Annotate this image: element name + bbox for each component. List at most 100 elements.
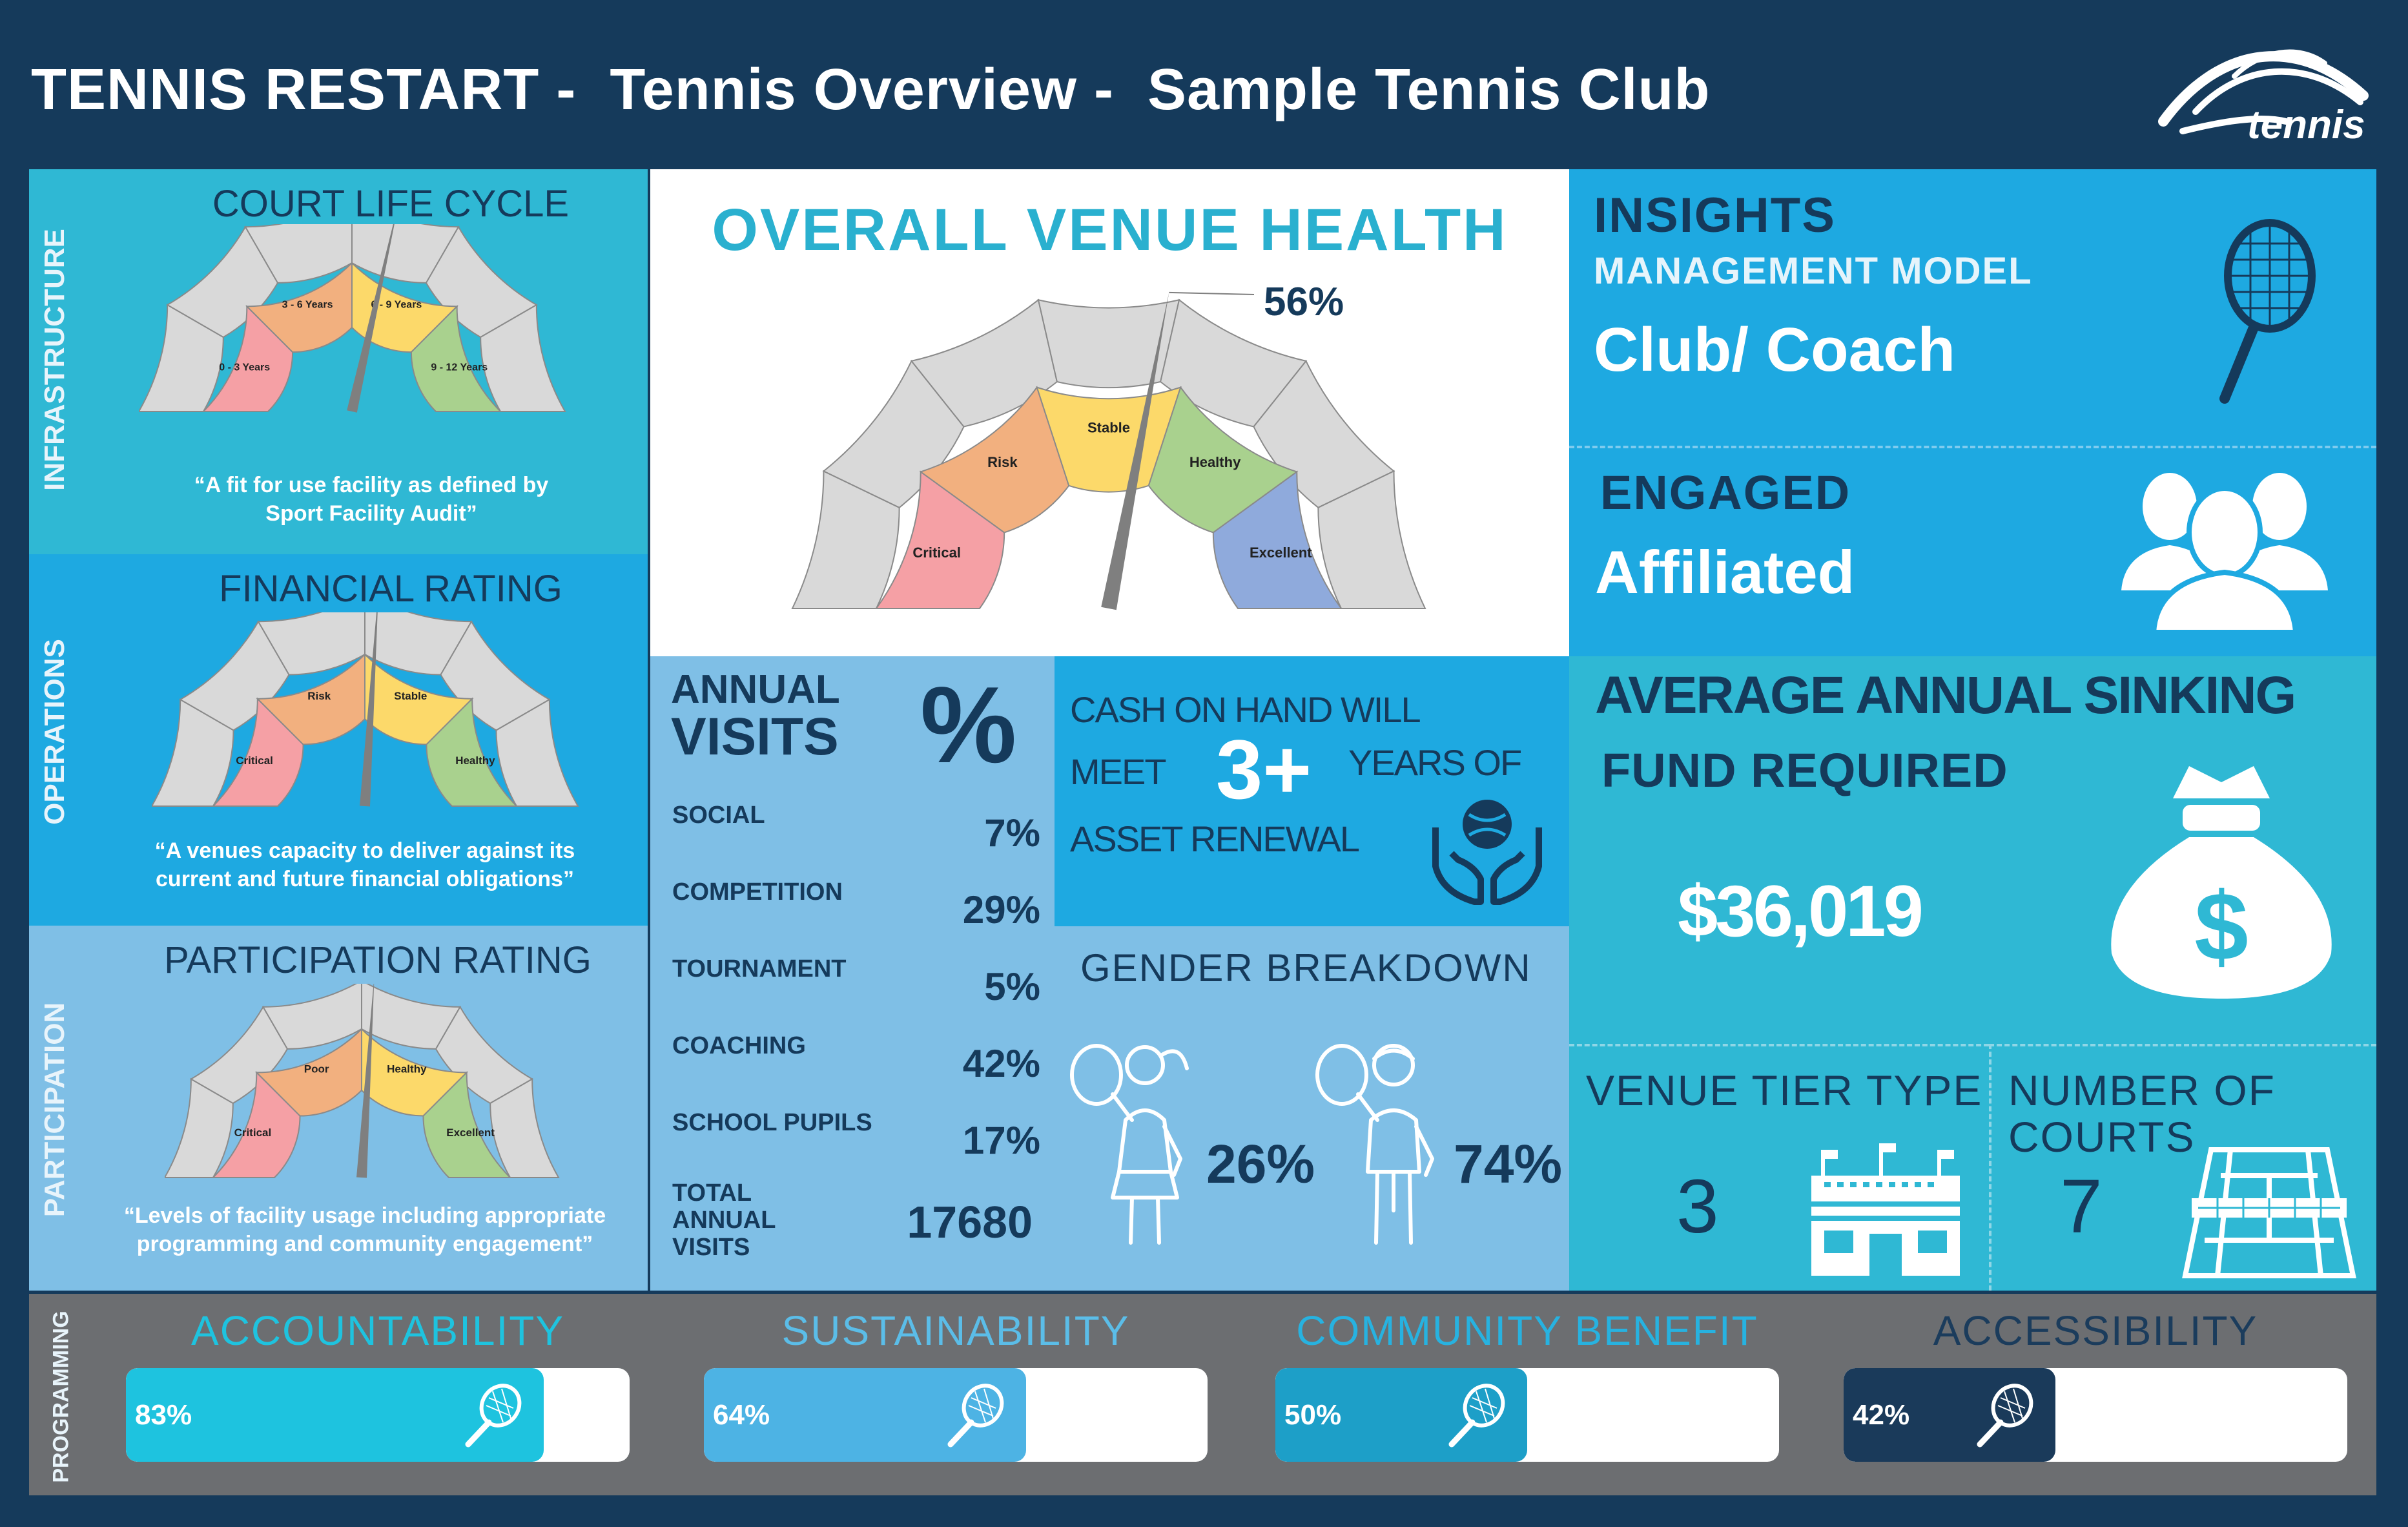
venue-tier-panel: VENUE TIER TYPE 3 bbox=[1569, 1044, 1989, 1291]
venue-health-segment-label: Stable bbox=[1087, 420, 1130, 436]
female-player-icon bbox=[1070, 1044, 1189, 1245]
financial-rating-segment bbox=[426, 697, 519, 807]
programming-percent: 64% bbox=[713, 1398, 770, 1431]
participation-rating-segment bbox=[422, 1070, 512, 1178]
management-model-label: MANAGEMENT MODEL bbox=[1594, 250, 2033, 292]
courts-panel: NUMBER OF COURTS 7 bbox=[1989, 1044, 2376, 1291]
sinking-fund-panel: AVERAGE ANNUAL SINKING FUND REQUIRED $36… bbox=[1569, 656, 2376, 1044]
venue-health-segment-label: Excellent bbox=[1250, 545, 1312, 561]
programming-percent: 50% bbox=[1284, 1398, 1342, 1431]
participation-rating-title: PARTICIPATION RATING bbox=[164, 939, 592, 981]
court-life-cycle-segment-label: 9 - 12 Years bbox=[431, 362, 488, 373]
venue-health-gauge: Critical Risk Stable Healthy Excellent bbox=[791, 291, 1426, 610]
money-bag-icon: $ bbox=[2111, 766, 2332, 999]
visits-row-value: 29% bbox=[962, 888, 1040, 931]
programming-percent: 83% bbox=[135, 1398, 192, 1431]
participation-panel: PARTICIPATION PARTICIPATION RATING Criti… bbox=[29, 926, 648, 1291]
gender-title: GENDER BREAKDOWN bbox=[1080, 946, 1532, 990]
venue-tier-value: 3 bbox=[1676, 1164, 1719, 1249]
tennis-racket-icon bbox=[457, 1380, 528, 1451]
participation-label: PARTICIPATION bbox=[39, 1002, 70, 1218]
financial-rating-outer-segment bbox=[495, 698, 579, 807]
participation-rating-gauge: Critical Poor Healthy Excellent bbox=[165, 984, 560, 1178]
financial-rating-segment-label: Critical bbox=[236, 754, 273, 767]
visits-row-label: COACHING bbox=[672, 1032, 806, 1059]
cash-line-3: ASSET RENEWAL bbox=[1070, 818, 1360, 859]
gender-panel: GENDER BREAKDOWN 26% bbox=[1055, 926, 1569, 1291]
male-player-icon bbox=[1315, 1044, 1434, 1245]
participation-rating-outer-segment bbox=[489, 1077, 560, 1178]
venue-health-segment-label: Risk bbox=[987, 454, 1018, 470]
programming-progress-bar: 42% bbox=[1844, 1368, 2347, 1462]
title-part3: Sample Tennis Club bbox=[1147, 57, 1711, 122]
infrastructure-panel: INFRASTRUCTURE COURT LIFE CYCLE 0 - 3 Ye… bbox=[29, 169, 648, 554]
participation-rating-segment-label: Critical bbox=[234, 1127, 272, 1139]
sinking-fund-title-2: FUND REQUIRED bbox=[1601, 743, 2008, 797]
programming-item-title: ACCESSIBILITY bbox=[1933, 1307, 2258, 1354]
visits-row-label: SCHOOL PUPILS bbox=[672, 1109, 872, 1136]
tennis-racket-icon bbox=[1440, 1380, 1511, 1451]
venue-health-value: 56% bbox=[1264, 280, 1344, 324]
management-model-value: Club/ Coach bbox=[1594, 315, 1956, 384]
court-life-cycle-gauge: 0 - 3 Years 3 - 6 Years 6 - 9 Years 9 - 12 … bbox=[139, 224, 566, 413]
financial-rating-caption-1: “A venues capacity to deliver against it… bbox=[154, 838, 575, 863]
operations-panel: OPERATIONS FINANCIAL RATING Critical Risk… bbox=[29, 554, 648, 926]
programming-progress-bar: 83% bbox=[126, 1368, 630, 1462]
court-life-cycle-segment bbox=[410, 304, 502, 412]
title-part2: Tennis Overview - bbox=[610, 57, 1114, 122]
cash-line-2a: MEET bbox=[1070, 751, 1167, 792]
visits-row-value: 17% bbox=[962, 1119, 1040, 1162]
visits-row-value: 42% bbox=[962, 1042, 1040, 1085]
annual-visits-title-1: ANNUAL bbox=[671, 667, 840, 712]
court-life-cycle-outer-segment bbox=[244, 224, 353, 284]
visits-row-value: 7% bbox=[984, 811, 1040, 855]
financial-rating-segment-label: Healthy bbox=[455, 754, 495, 767]
financial-rating-caption-2: current and future financial obligations… bbox=[156, 867, 574, 891]
cash-line-2b: YEARS OF bbox=[1348, 742, 1522, 783]
venue-health-value-leader bbox=[1169, 291, 1255, 295]
visits-row-value: 5% bbox=[984, 965, 1040, 1008]
male-percent: 74% bbox=[1454, 1134, 1563, 1194]
female-percent: 26% bbox=[1206, 1134, 1315, 1194]
total-visits-label-3: VISITS bbox=[672, 1234, 750, 1261]
visits-row-label: COMPETITION bbox=[672, 878, 843, 906]
court-life-cycle-outer-segment bbox=[480, 304, 566, 412]
programming-progress-bar: 64% bbox=[704, 1368, 1208, 1462]
court-life-cycle-caption-2: Sport Facility Audit” bbox=[265, 501, 477, 526]
infrastructure-label: INFRASTRUCTURE bbox=[39, 229, 70, 491]
tennis-logo[interactable]: tennis bbox=[2157, 25, 2370, 147]
engaged-value: Affiliated bbox=[1595, 538, 1855, 606]
participation-rating-segment-label: Excellent bbox=[446, 1127, 495, 1139]
visits-row-label: TOURNAMENT bbox=[672, 955, 847, 982]
svg-text:$: $ bbox=[2194, 872, 2248, 981]
participation-rating-segment-label: Poor bbox=[304, 1063, 329, 1075]
court-life-cycle-needle bbox=[347, 224, 395, 413]
court-life-cycle-caption-1: “A fit for use facility as defined by bbox=[194, 473, 549, 497]
tennis-court-icon bbox=[2182, 1147, 2356, 1278]
annual-visits-title-2: VISITS bbox=[671, 707, 839, 766]
tennis-logo-icon bbox=[2158, 49, 2369, 134]
court-life-cycle-segment-label: 3 - 6 Years bbox=[282, 299, 333, 310]
courts-title-2: COURTS bbox=[2008, 1113, 2196, 1161]
venue-health-needle bbox=[1101, 292, 1169, 610]
participation-rating-caption-2: programming and community engagement” bbox=[136, 1232, 593, 1256]
venue-health-segment bbox=[1212, 470, 1343, 609]
programming-item-title: COMMUNITY BENEFIT bbox=[1296, 1307, 1758, 1354]
stadium-icon bbox=[1811, 1143, 1960, 1276]
venue-health-title: OVERALL VENUE HEALTH bbox=[712, 197, 1508, 263]
venue-health-outer-segment bbox=[1317, 470, 1426, 609]
financial-rating-outer-segment bbox=[257, 612, 365, 676]
financial-rating-gauge: Critical Risk Stable Healthy bbox=[152, 612, 579, 807]
programming-panel: PROGRAMMING ACCOUNTABILITY 83% SUSTAINABIL… bbox=[29, 1294, 2376, 1495]
tennis-racket-icon bbox=[2219, 219, 2316, 404]
hands-ball-icon bbox=[1432, 800, 1542, 905]
sinking-fund-title-1: AVERAGE ANNUAL SINKING bbox=[1595, 666, 2296, 725]
venue-tier-title: VENUE TIER TYPE bbox=[1586, 1066, 1983, 1114]
insights-title: INSIGHTS bbox=[1594, 188, 1836, 243]
insights-panel: INSIGHTS MANAGEMENT MODEL Club/ Coach bbox=[1569, 169, 2376, 446]
tennis-racket-icon bbox=[939, 1380, 1010, 1451]
cash-big-value: 3+ bbox=[1216, 722, 1312, 816]
total-visits-label-1: TOTAL bbox=[672, 1179, 752, 1207]
financial-rating-title: FINANCIAL RATING bbox=[219, 568, 562, 610]
visits-row-label: SOCIAL bbox=[672, 802, 765, 829]
